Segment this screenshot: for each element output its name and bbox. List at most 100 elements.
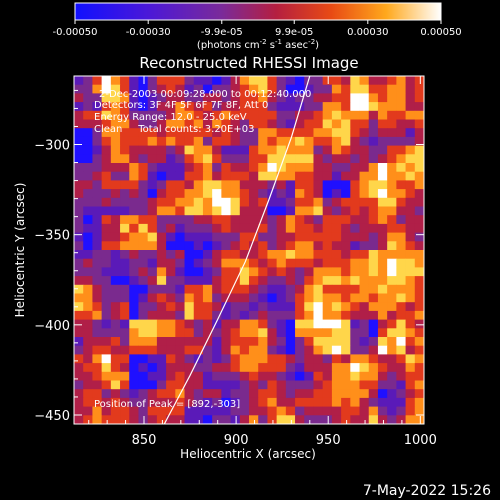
heatmap-cell <box>212 119 222 129</box>
heatmap-cell <box>138 232 149 242</box>
heatmap-cell <box>414 276 424 286</box>
heatmap-cell <box>92 328 103 338</box>
heatmap-cell <box>267 363 278 373</box>
heatmap-cell <box>267 232 278 242</box>
heatmap-cell <box>212 171 222 181</box>
heatmap-cell <box>414 180 424 190</box>
heatmap-cell <box>166 267 176 277</box>
heatmap-cell <box>405 93 416 103</box>
heatmap-cell <box>341 276 351 286</box>
heatmap-cell <box>129 110 139 120</box>
heatmap-cell <box>359 406 370 416</box>
heatmap-cell <box>202 284 213 294</box>
heatmap-cell <box>377 232 388 242</box>
heatmap-cell <box>414 371 424 381</box>
heatmap-cell <box>175 293 185 303</box>
heatmap-cell <box>368 371 379 381</box>
heatmap-cell <box>230 223 241 233</box>
heatmap-cell <box>166 415 176 424</box>
heatmap-cell <box>405 110 416 120</box>
heatmap-cell <box>110 345 121 355</box>
heatmap-cell <box>202 154 213 164</box>
heatmap-cell <box>405 136 416 146</box>
heatmap-cell <box>184 84 195 94</box>
heatmap-cell <box>350 267 360 277</box>
y-tick-label: −350 <box>34 229 70 244</box>
heatmap-cell <box>295 258 305 268</box>
heatmap-cell <box>414 310 424 320</box>
heatmap-cell <box>359 337 370 347</box>
heatmap-cell <box>193 180 204 190</box>
heatmap-cell <box>92 345 103 355</box>
heatmap-cell <box>83 215 93 225</box>
heatmap-cell <box>92 223 103 233</box>
heatmap-cell <box>304 84 314 94</box>
heatmap-cell <box>258 371 268 381</box>
heatmap-cell <box>74 215 84 225</box>
heatmap-cell <box>341 206 351 216</box>
heatmap-cell <box>221 310 231 320</box>
heatmap-cell <box>350 171 360 181</box>
heatmap-cell <box>101 310 112 320</box>
heatmap-cell <box>92 102 103 112</box>
observation-info: 2-Dec-2003 00:09:28.000 to 00:12:40.000 … <box>94 89 311 135</box>
heatmap-cell <box>331 389 342 399</box>
heatmap-cell <box>110 250 121 260</box>
heatmap-cell <box>285 93 296 103</box>
heatmap-cell <box>368 197 379 207</box>
heatmap-cell <box>331 171 342 181</box>
heatmap-cell <box>101 128 112 138</box>
heatmap-cell <box>359 267 370 277</box>
heatmap-cell <box>396 215 406 225</box>
heatmap-cell <box>285 276 296 286</box>
heatmap-cell <box>83 258 93 268</box>
heatmap-cell <box>331 371 342 381</box>
heatmap-cell <box>166 102 176 112</box>
heatmap-cell <box>74 180 84 190</box>
heatmap-cell <box>184 337 195 347</box>
heatmap-cell <box>387 293 397 303</box>
heatmap-cell <box>110 319 121 329</box>
heatmap-cell <box>359 415 370 424</box>
heatmap-cell <box>258 145 268 155</box>
heatmap-cell <box>267 371 278 381</box>
heatmap-cell <box>156 93 167 103</box>
heatmap-cell <box>147 102 158 112</box>
heatmap-cell <box>313 93 324 103</box>
heatmap-cell <box>368 154 379 164</box>
heatmap-cell <box>313 337 324 347</box>
heatmap-cell <box>267 93 278 103</box>
heatmap-cell <box>92 319 103 329</box>
heatmap-cell <box>341 354 351 364</box>
heatmap-cell <box>414 189 424 199</box>
heatmap-cell <box>147 415 158 424</box>
heatmap-cell <box>258 380 268 390</box>
heatmap-cell <box>202 223 213 233</box>
heatmap-cell <box>359 389 370 399</box>
heatmap-cell <box>414 145 424 155</box>
heatmap-cell <box>267 154 278 164</box>
heatmap-cell <box>156 171 167 181</box>
heatmap-cell <box>304 136 314 146</box>
heatmap-cell <box>110 363 121 373</box>
y-axis-label: Heliocentric Y (arcsec) <box>13 183 27 318</box>
heatmap-cell <box>138 250 149 260</box>
heatmap-cell <box>110 110 121 120</box>
heatmap-cell <box>74 380 84 390</box>
heatmap-cell <box>322 136 333 146</box>
heatmap-cell <box>368 102 379 112</box>
heatmap-cell <box>341 389 351 399</box>
heatmap-cell <box>147 93 158 103</box>
heatmap-cell <box>230 345 241 355</box>
heatmap-cell <box>92 415 103 424</box>
heatmap-cell <box>138 119 149 129</box>
heatmap-cell <box>239 267 250 277</box>
heatmap-cell <box>110 415 121 424</box>
heatmap-cell <box>230 180 241 190</box>
heatmap-cell <box>368 276 379 286</box>
heatmap-cell <box>313 380 324 390</box>
heatmap-cell <box>156 258 167 268</box>
heatmap-cell <box>331 223 342 233</box>
heatmap-cell <box>405 232 416 242</box>
